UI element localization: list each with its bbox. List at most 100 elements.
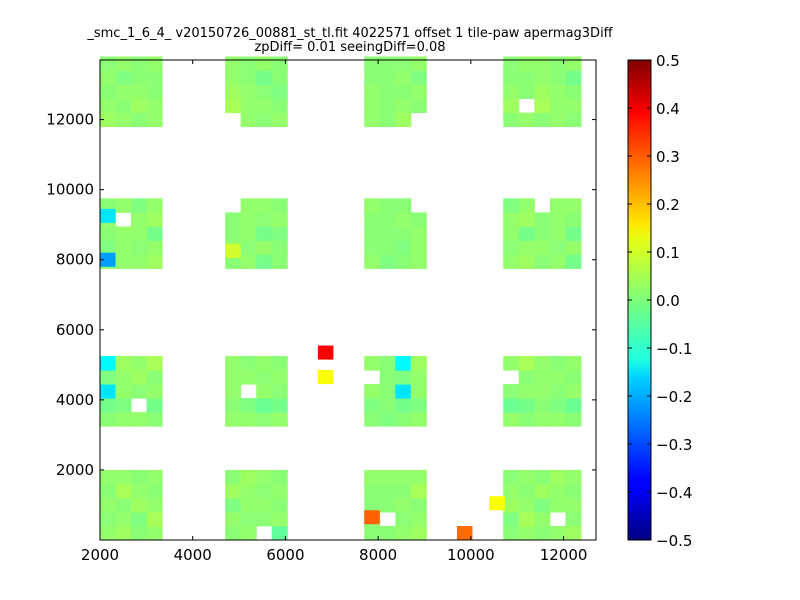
heatmap-cell (549, 198, 566, 213)
heatmap-cell (100, 469, 117, 485)
heatmap-cell (364, 112, 381, 128)
heatmap-cell (503, 497, 520, 513)
heatmap-cell (549, 370, 566, 385)
heatmap-cell (131, 469, 148, 485)
heatmap-cell (225, 98, 242, 114)
heatmap-cell (240, 98, 257, 114)
heatmap-cell (410, 356, 427, 371)
heatmap-cell (549, 483, 566, 499)
heatmap-cell (379, 356, 396, 371)
heatmap-cell (518, 112, 535, 128)
heatmap-cell (549, 112, 566, 128)
heatmap-cell (364, 226, 381, 241)
heatmap-cell (534, 511, 551, 527)
heatmap-cell (146, 469, 163, 485)
heatmap-cell (379, 483, 396, 499)
heatmap-cell (518, 469, 535, 485)
heatmap-cell (364, 384, 381, 399)
heatmap-cell (115, 483, 132, 499)
heatmap-cell (410, 384, 427, 399)
heatmap-cell (225, 497, 242, 513)
heatmap-cell (240, 198, 257, 213)
heatmap-cell (146, 56, 163, 72)
heatmap-cell (256, 384, 273, 399)
heatmap-cell (534, 384, 551, 399)
heatmap-cell (410, 412, 427, 427)
heatmap-cell (395, 525, 412, 541)
heatmap-cell (534, 212, 551, 227)
heatmap-cell (518, 412, 535, 427)
heatmap-cell (518, 356, 535, 371)
heatmap-cell (115, 56, 132, 72)
heatmap-cell (565, 469, 582, 485)
heatmap-cell (549, 412, 566, 427)
heatmap-cell (271, 70, 288, 86)
heatmap-cell (146, 525, 163, 541)
heatmap-cell (503, 98, 520, 114)
heatmap-cell (271, 398, 288, 413)
heatmap-cell (240, 469, 257, 485)
heatmap-cell-outlier (489, 496, 505, 511)
heatmap-cell (256, 398, 273, 413)
heatmap-cell (364, 469, 381, 485)
x-tick-label: 2000 (81, 546, 119, 564)
heatmap-cell (518, 70, 535, 86)
heatmap-cell (410, 226, 427, 241)
heatmap-cell (225, 356, 242, 371)
heatmap-cell (271, 112, 288, 128)
heatmap-cell (146, 356, 163, 371)
heatmap-cell (225, 412, 242, 427)
heatmap-cell (100, 398, 117, 413)
heatmap-cell (240, 356, 257, 371)
heatmap-cell (225, 212, 242, 227)
y-axis: 2000 4000 6000 8000 10000 12000 (46, 111, 596, 479)
y-tick-label: 4000 (56, 391, 94, 409)
heatmap-cell (518, 212, 535, 227)
heatmap-cell (146, 226, 163, 241)
heatmap-cell (146, 412, 163, 427)
heatmap-cell (534, 112, 551, 128)
x-tick-label: 8000 (359, 546, 397, 564)
heatmap-cell (379, 469, 396, 485)
heatmap-cell (225, 84, 242, 100)
heatmap-cell (565, 84, 582, 100)
heatmap-cell (225, 525, 242, 541)
heatmap-cell (364, 356, 381, 371)
x-tick-label: 10000 (447, 546, 495, 564)
heatmap-cell (549, 240, 566, 255)
heatmap-cell (131, 226, 148, 241)
heatmap-cell (131, 56, 148, 72)
heatmap-cell (395, 112, 412, 128)
heatmap-cell (131, 525, 148, 541)
heatmap-cell (115, 254, 132, 269)
heatmap-cell (410, 212, 427, 227)
heatmap-cell (146, 497, 163, 513)
heatmap-cell (503, 212, 520, 227)
heatmap-cell (565, 412, 582, 427)
heatmap-cell (379, 398, 396, 413)
heatmap-cell (565, 226, 582, 241)
heatmap-cell (518, 398, 535, 413)
heatmap-cell (518, 511, 535, 527)
heatmap-cell (256, 212, 273, 227)
heatmap-cell (534, 469, 551, 485)
plot-frame (99, 59, 597, 541)
heatmap-cell-outlier (100, 252, 116, 267)
heatmap-cell (379, 370, 396, 385)
heatmap-cell (534, 356, 551, 371)
heatmap-cell-outlier (100, 208, 116, 223)
heatmap-cell (410, 398, 427, 413)
heatmap-cell (518, 384, 535, 399)
heatmap-cell (256, 370, 273, 385)
heatmap-cell (565, 398, 582, 413)
heatmap-cell (115, 98, 132, 114)
heatmap-cell (518, 198, 535, 213)
heatmap-cell (225, 384, 242, 399)
heatmap-cell (271, 497, 288, 513)
heatmap-cell (518, 370, 535, 385)
heatmap-cell (271, 525, 288, 541)
heatmap-cell (503, 112, 520, 128)
heatmap-cell (100, 483, 117, 499)
heatmap-cell (410, 525, 427, 541)
heatmap-cell (395, 469, 412, 485)
